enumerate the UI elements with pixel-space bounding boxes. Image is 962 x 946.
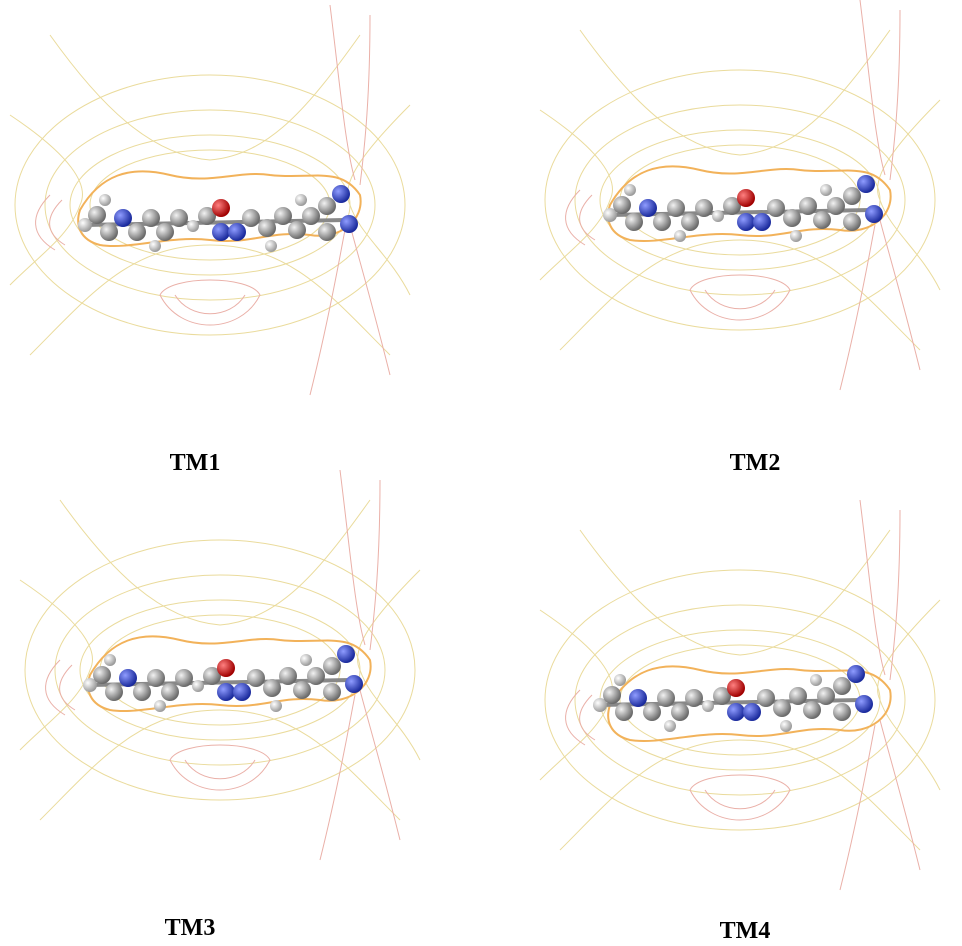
page: {"panels": [{"label": "TM1"}, {"label": … — [0, 0, 962, 946]
panel-label: TM1 — [170, 450, 221, 476]
molecule — [78, 185, 358, 252]
panel-tm2: TM2 — [540, 0, 940, 476]
molecule — [83, 645, 363, 712]
panel-label: TM2 — [730, 450, 781, 476]
figure: TM1 TM2 TM3 TM4 — [0, 0, 962, 946]
molecule — [593, 665, 873, 732]
panel-tm4: TM4 — [540, 500, 940, 944]
contour-map — [10, 5, 410, 395]
panel-tm3: TM3 — [20, 470, 420, 941]
panel-label: TM3 — [165, 915, 216, 941]
panel-tm1: TM1 — [10, 5, 410, 476]
panel-label: TM4 — [720, 918, 771, 944]
molecule — [603, 175, 883, 242]
